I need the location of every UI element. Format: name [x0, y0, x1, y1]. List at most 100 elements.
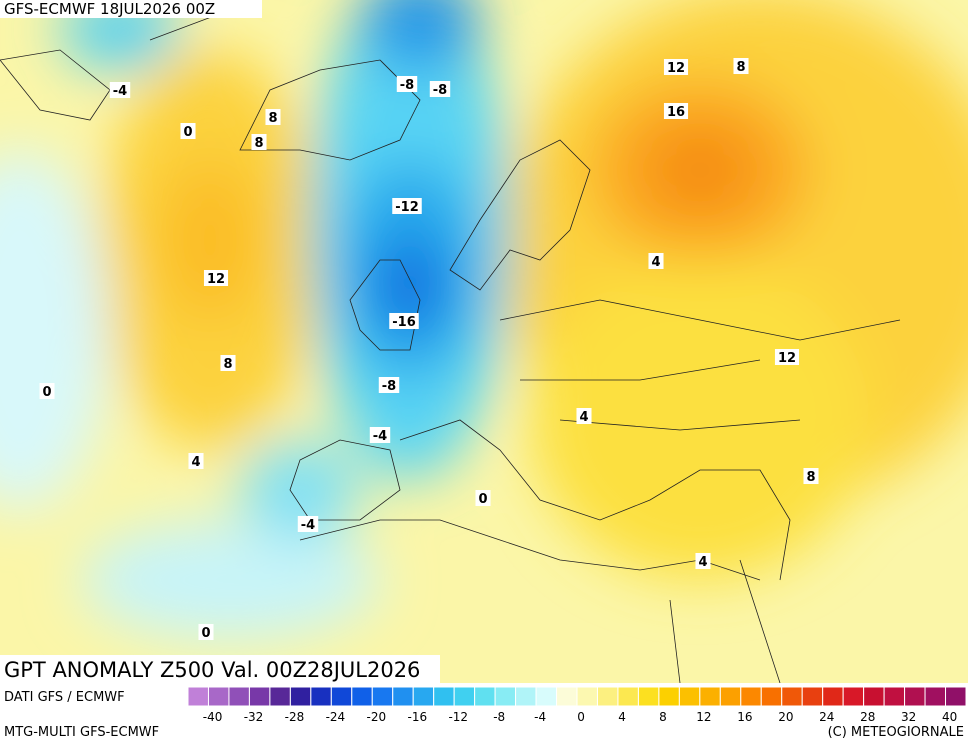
colorbar-swatch [228, 686, 250, 707]
colorbar-swatch [494, 686, 517, 707]
contour-label-box [695, 553, 711, 569]
colorbar-swatch [556, 686, 578, 707]
header-box [0, 0, 262, 18]
contour-label-text: 12 [207, 272, 225, 287]
contour-label-text: -8 [400, 78, 414, 93]
contour-label-text: 0 [42, 385, 51, 400]
colorbar-swatch [412, 686, 435, 707]
colorbar-swatch [453, 686, 476, 707]
colorbar-swatch [863, 686, 885, 707]
contour-label: -8 [378, 377, 400, 394]
contour-label: -4 [109, 82, 131, 99]
contour-label-text: 16 [667, 105, 685, 120]
colorbar-swatch [719, 686, 742, 707]
contour-label: 4 [576, 408, 592, 425]
colorbar-swatch [248, 686, 271, 707]
colorbar-swatch [781, 686, 803, 707]
contour-label-box [803, 468, 819, 484]
contour-label: 4 [648, 253, 664, 270]
contour-label-text: 8 [254, 136, 263, 151]
colorbar-swatch [351, 686, 373, 707]
colorbar-label: 40 [942, 710, 957, 724]
colorbar-swatch [576, 686, 598, 707]
colorbar-swatch [822, 686, 844, 707]
contour-label: 0 [198, 624, 214, 641]
colorbar-swatch [535, 686, 558, 707]
colorbar-label: -8 [493, 710, 505, 724]
contour-label: 0 [39, 383, 55, 400]
colorbar-swatch [637, 686, 660, 707]
colorbar-label: 12 [696, 710, 711, 724]
contour-label-box [109, 82, 131, 98]
colorbar-swatch [269, 686, 291, 707]
contour-label-box [396, 76, 418, 92]
contour-label-text: 8 [806, 470, 815, 485]
contour-label-box [475, 490, 491, 506]
contour-label: 12 [203, 270, 229, 287]
contour-label: 4 [695, 553, 711, 570]
contour-label-text: -8 [433, 83, 447, 98]
colorbar-swatch [760, 686, 783, 707]
contour-label: -4 [297, 516, 319, 533]
contour-label: 8 [265, 109, 281, 126]
footer-credit: (C) METEOGIORNALE [828, 725, 964, 740]
contour-label-text: -16 [392, 315, 416, 330]
colorbar-swatch [842, 686, 865, 707]
colorbar-label: -4 [534, 710, 546, 724]
colorbar-swatch [699, 686, 721, 707]
contour-label-text: 8 [223, 357, 232, 372]
contour-label-box [180, 123, 196, 139]
contour-label: 0 [180, 123, 196, 140]
title-box [0, 655, 440, 683]
contour-label: 12 [774, 349, 800, 366]
colorbar-label: -16 [408, 710, 428, 724]
colorbar-label: 20 [778, 710, 793, 724]
contour-label: 8 [251, 134, 267, 151]
contour-label: -16 [389, 313, 419, 330]
contour-label-text: 8 [268, 111, 277, 126]
colorbar-label: -28 [285, 710, 305, 724]
contour-label-text: -8 [382, 379, 396, 394]
contour-label-box [203, 270, 229, 286]
contour-label-box [389, 313, 419, 329]
colorbar-swatch [945, 686, 967, 707]
colorbar-swatch [371, 686, 394, 707]
colorbar-swatch [310, 686, 332, 707]
colorbar-swatch [392, 686, 414, 707]
colorbar-swatch [289, 686, 312, 707]
colorbar-label: 24 [819, 710, 834, 724]
colorbar: -40 -32 -28 -24 -20 -16 -12 -8 -4 0 4 8 12 16 20 24 28 32… [187, 686, 967, 724]
contour-label-box [663, 59, 689, 75]
colorbar-swatch [740, 686, 762, 707]
contour-label-box [392, 198, 422, 214]
contour-label: -12 [392, 198, 422, 215]
colorbar-label: 4 [618, 710, 626, 724]
colorbar-label: -32 [244, 710, 264, 724]
colorbar-swatch [924, 686, 947, 707]
contour-label-text: -4 [301, 518, 315, 533]
colorbar-swatch [596, 686, 619, 707]
colorbar-label: -40 [203, 710, 223, 724]
colorbar-label: -24 [326, 710, 346, 724]
contour-label-box [663, 103, 689, 119]
colorbar-label: -20 [367, 710, 387, 724]
contour-label-box [733, 58, 749, 74]
contour-label: 12 [663, 59, 689, 76]
colorbar-label: 0 [577, 710, 585, 724]
colorbar-label: 28 [860, 710, 875, 724]
contour-label-text: 12 [778, 351, 796, 366]
contour-label: -4 [369, 427, 391, 444]
contour-label-text: -4 [113, 84, 127, 99]
contour-label-box [251, 134, 267, 150]
contour-label-box [265, 109, 281, 125]
contour-label: -8 [396, 76, 418, 93]
contour-label-text: 4 [191, 455, 200, 470]
contour-label-text: 0 [201, 626, 210, 641]
colorbar-label: -12 [448, 710, 468, 724]
contour-label-text: 4 [579, 410, 588, 425]
colorbar-label: 16 [737, 710, 752, 724]
colorbar-swatch [515, 686, 537, 707]
contour-label: -8 [429, 81, 451, 98]
